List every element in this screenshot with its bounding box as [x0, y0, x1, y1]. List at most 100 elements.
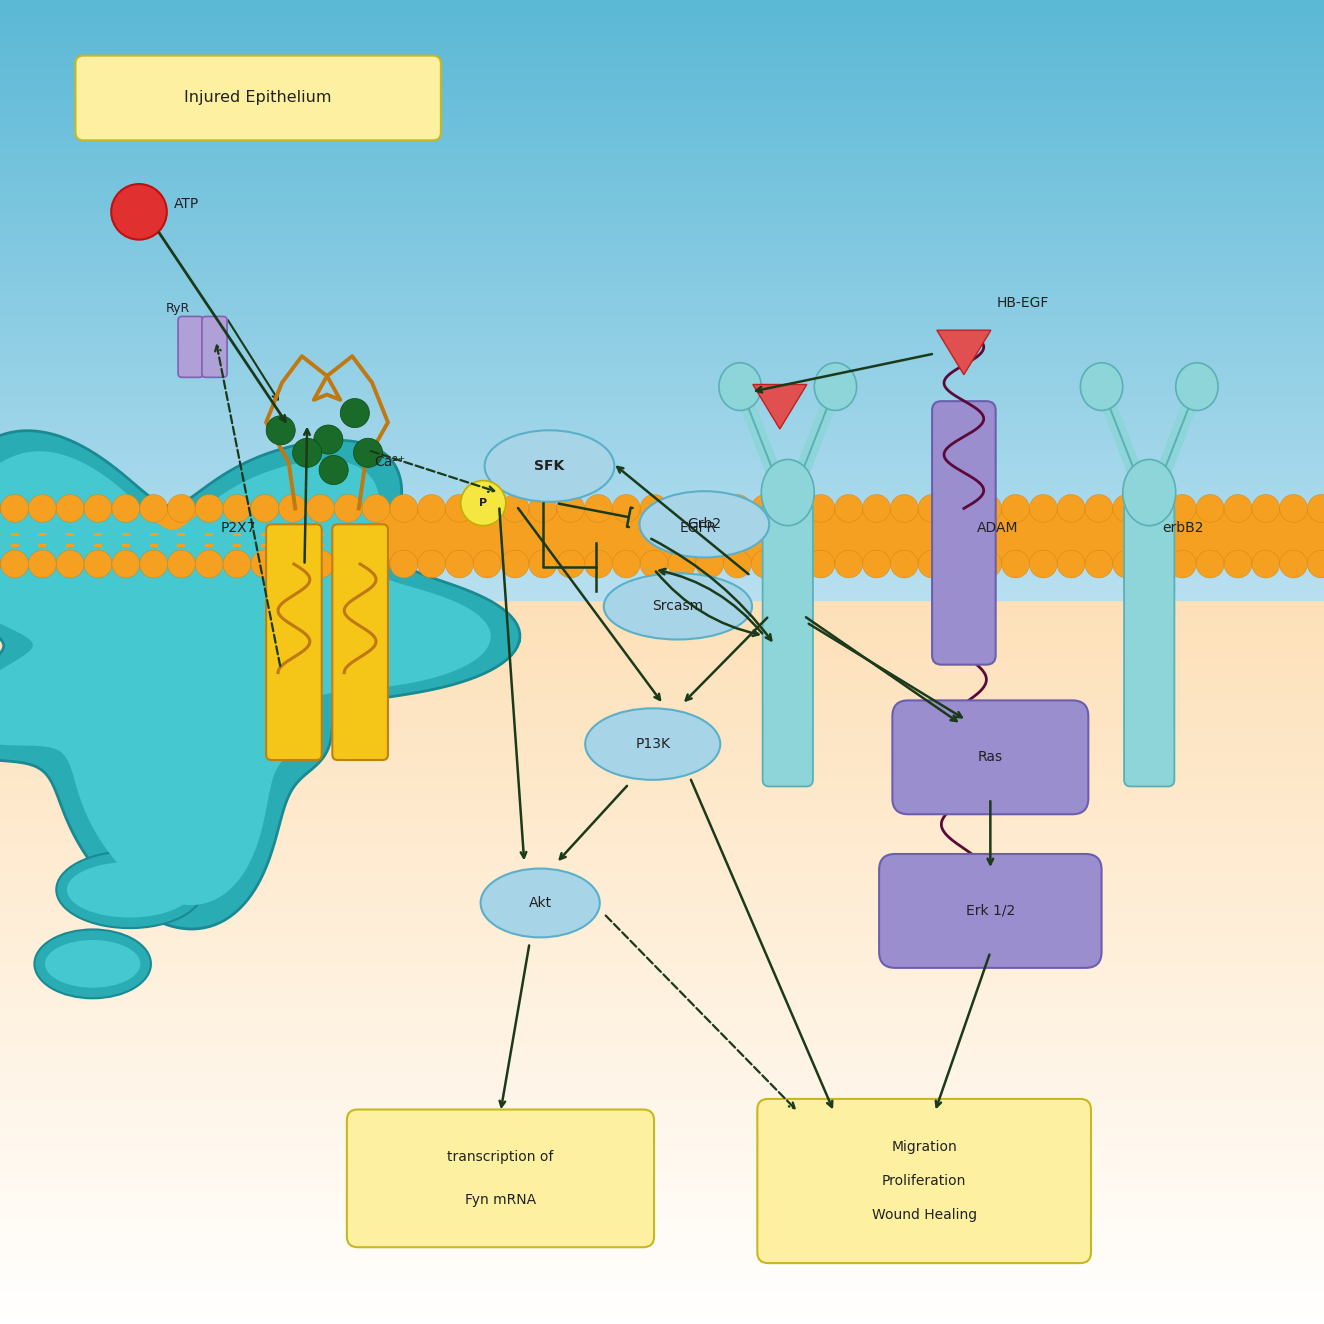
- Bar: [0, 1288, 1324, 1294]
- Bar: [372, 534, 380, 536]
- Ellipse shape: [485, 430, 614, 502]
- Bar: [0, 737, 1324, 741]
- Bar: [0, 189, 1324, 195]
- Bar: [94, 544, 102, 547]
- Bar: [511, 544, 519, 547]
- Bar: [1123, 544, 1131, 547]
- Circle shape: [319, 455, 348, 485]
- Bar: [0, 936, 1324, 940]
- Bar: [0, 618, 1324, 622]
- Bar: [0, 547, 1324, 552]
- Bar: [1317, 544, 1324, 547]
- Bar: [0, 301, 1324, 305]
- Bar: [1206, 544, 1214, 547]
- Text: Ca²⁺: Ca²⁺: [375, 455, 406, 469]
- Bar: [0, 433, 1324, 437]
- Bar: [0, 1182, 1324, 1188]
- Circle shape: [613, 495, 641, 523]
- Bar: [0, 732, 1324, 737]
- Bar: [0, 900, 1324, 904]
- Ellipse shape: [604, 573, 752, 639]
- Circle shape: [1308, 495, 1324, 523]
- Circle shape: [335, 495, 363, 523]
- Bar: [0, 1112, 1324, 1116]
- Bar: [0, 172, 1324, 176]
- Bar: [0, 963, 1324, 967]
- Bar: [0, 1301, 1324, 1307]
- Bar: [0, 503, 1324, 507]
- Bar: [0, 785, 1324, 790]
- Bar: [567, 534, 575, 536]
- Bar: [900, 534, 908, 536]
- Bar: [0, 225, 1324, 229]
- Bar: [1095, 544, 1103, 547]
- Bar: [0, 516, 1324, 520]
- Bar: [0, 256, 1324, 261]
- Bar: [0, 508, 1324, 564]
- Bar: [650, 534, 658, 536]
- Bar: [0, 287, 1324, 291]
- Bar: [0, 181, 1324, 185]
- Bar: [0, 685, 1324, 688]
- Bar: [233, 534, 241, 536]
- Bar: [0, 526, 1324, 530]
- Bar: [0, 463, 1324, 467]
- Circle shape: [1002, 495, 1030, 523]
- Bar: [0, 711, 1324, 715]
- Bar: [233, 544, 241, 547]
- Bar: [0, 1196, 1324, 1201]
- Text: HB-EGF: HB-EGF: [997, 295, 1050, 310]
- FancyBboxPatch shape: [892, 700, 1088, 814]
- Text: erbB2: erbB2: [1162, 522, 1204, 535]
- Bar: [0, 808, 1324, 812]
- Circle shape: [974, 551, 1002, 579]
- Circle shape: [196, 495, 224, 523]
- Circle shape: [1086, 495, 1113, 523]
- Circle shape: [196, 551, 224, 579]
- Bar: [0, 569, 1324, 573]
- Bar: [0, 53, 1324, 57]
- Bar: [0, 804, 1324, 808]
- Bar: [0, 613, 1324, 618]
- Text: transcription of: transcription of: [448, 1151, 553, 1164]
- Text: Wound Healing: Wound Healing: [871, 1209, 977, 1222]
- Circle shape: [613, 551, 641, 579]
- Circle shape: [1057, 551, 1086, 579]
- Bar: [289, 534, 297, 536]
- Bar: [0, 203, 1324, 208]
- Bar: [0, 291, 1324, 295]
- Circle shape: [1113, 551, 1141, 579]
- Circle shape: [919, 551, 947, 579]
- Circle shape: [1197, 495, 1223, 523]
- Bar: [1095, 534, 1103, 536]
- Bar: [0, 649, 1324, 653]
- Bar: [11, 534, 19, 536]
- Bar: [0, 30, 1324, 36]
- Bar: [956, 544, 964, 547]
- Bar: [761, 544, 769, 547]
- Bar: [11, 544, 19, 547]
- Circle shape: [85, 495, 113, 523]
- Bar: [0, 1222, 1324, 1227]
- Bar: [733, 534, 741, 536]
- Circle shape: [446, 551, 474, 579]
- Bar: [0, 23, 1324, 26]
- Bar: [0, 1315, 1324, 1320]
- Bar: [0, 662, 1324, 666]
- Bar: [0, 1169, 1324, 1174]
- Circle shape: [557, 551, 585, 579]
- Bar: [0, 1072, 1324, 1076]
- Bar: [0, 940, 1324, 944]
- Text: Injured Epithelium: Injured Epithelium: [184, 90, 332, 106]
- FancyBboxPatch shape: [179, 316, 204, 377]
- Text: RyR: RyR: [166, 302, 189, 315]
- Bar: [1039, 534, 1047, 536]
- Circle shape: [1169, 495, 1197, 523]
- Circle shape: [1223, 551, 1253, 579]
- Bar: [0, 675, 1324, 679]
- Circle shape: [974, 495, 1002, 523]
- Circle shape: [85, 551, 113, 579]
- Bar: [0, 698, 1324, 702]
- Bar: [0, 388, 1324, 393]
- Bar: [1178, 534, 1186, 536]
